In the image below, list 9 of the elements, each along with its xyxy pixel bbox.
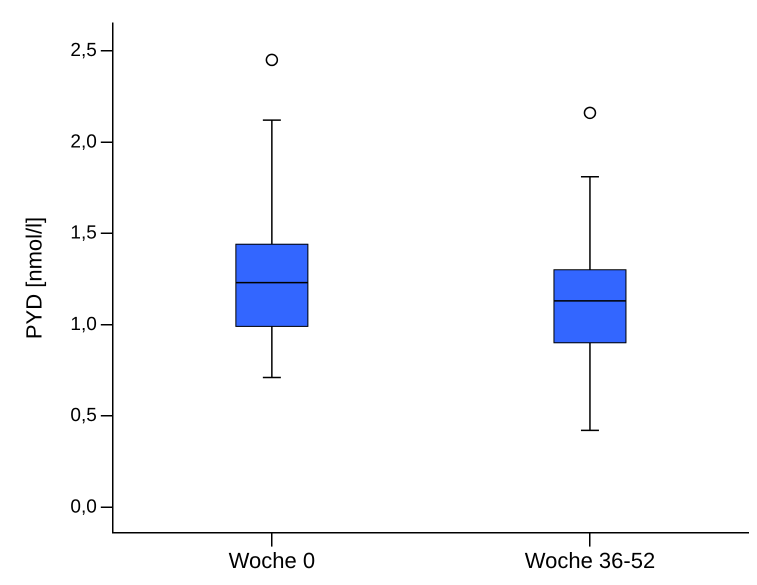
x-tick-label: Woche 36-52: [524, 548, 656, 573]
x-tick-label: Woche 0: [228, 548, 316, 573]
y-tick-label: 1,0: [70, 314, 97, 335]
y-tick-label: 0,5: [70, 405, 97, 426]
y-tick-label: 2,0: [70, 131, 97, 152]
y-axis-title: PYD [nmol/l]: [21, 216, 46, 340]
y-tick-label: 1,5: [70, 222, 97, 244]
y-tick-label: 0,0: [70, 496, 97, 518]
y-tick-label: 2,5: [70, 40, 97, 62]
